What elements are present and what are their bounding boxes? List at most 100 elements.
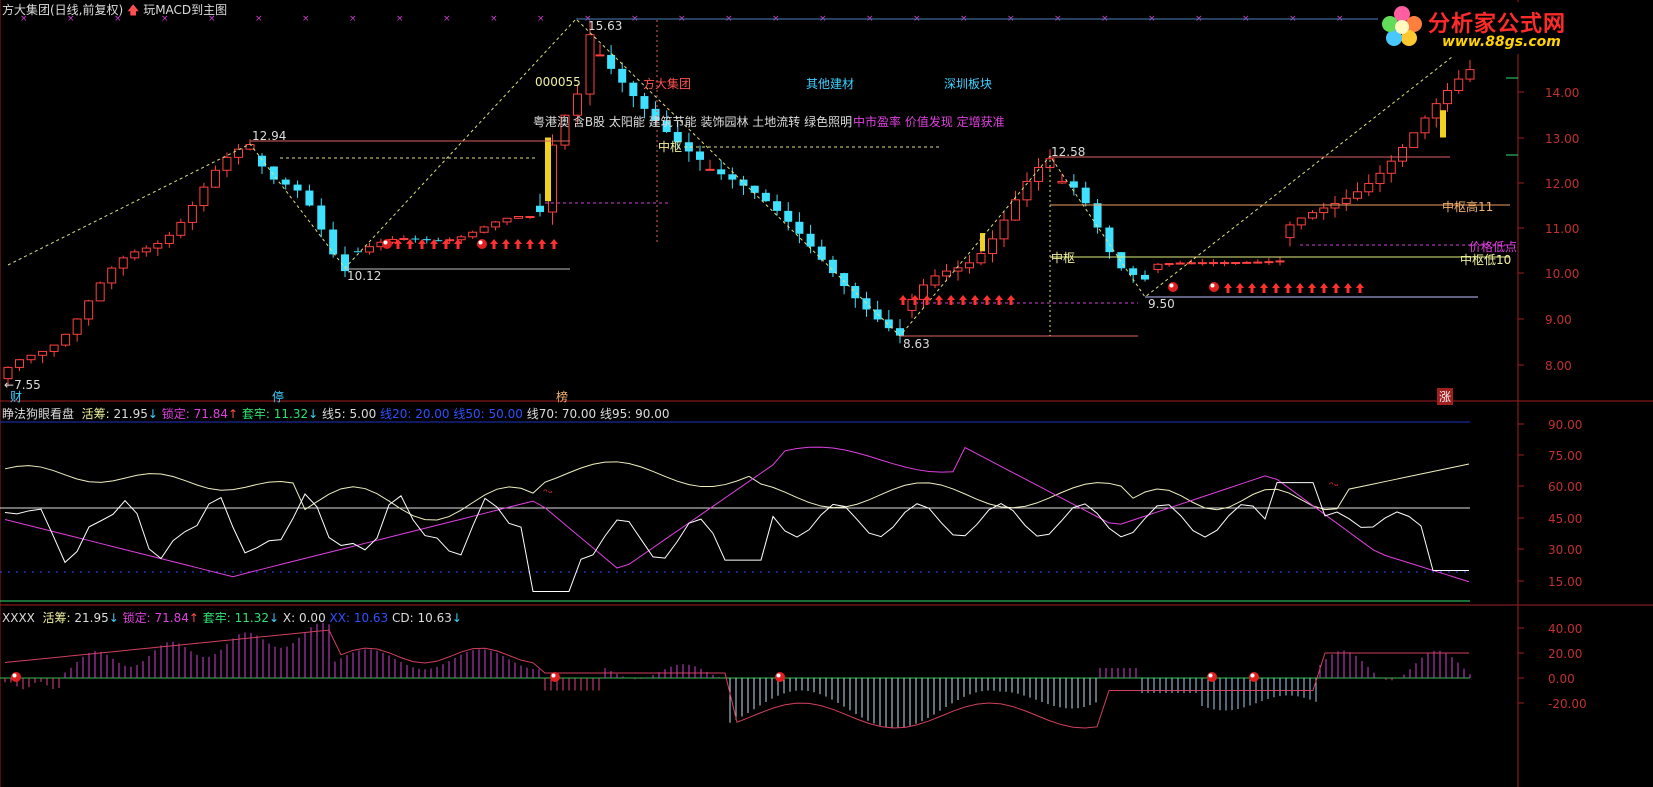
marker: ×	[161, 14, 169, 24]
candle-up	[1175, 262, 1185, 265]
candle-up	[1341, 197, 1351, 204]
line5-value: 线5: 5.00	[322, 407, 377, 421]
tao-label: 套牢:	[241, 407, 270, 421]
industry-label: 其他建材	[806, 77, 855, 91]
axis-label: 10.00	[1545, 267, 1580, 281]
candle-up	[965, 262, 974, 269]
ball-icon	[775, 672, 785, 682]
candle-up	[176, 221, 186, 236]
line20-value: 线20: 20.00	[380, 407, 450, 421]
marker: ×	[208, 14, 216, 24]
concept-tags-2: 中市盈率 价值发现 定增获准	[853, 115, 1005, 129]
arrow-up-icon	[959, 295, 967, 305]
marker: ×	[443, 14, 451, 24]
candle-up	[61, 333, 71, 346]
marker: ×	[20, 14, 28, 24]
arrow-up-icon	[1007, 295, 1015, 305]
candle-up	[1285, 224, 1295, 239]
arrow-up-icon	[1284, 283, 1292, 293]
candle-up	[942, 270, 951, 277]
logo-url: www.88gs.com	[1442, 34, 1561, 50]
candle-down	[673, 132, 682, 143]
event-mark-1[interactable]: 财	[10, 390, 23, 404]
price-low-label: 价格低点	[1469, 240, 1518, 254]
candle-up	[705, 168, 715, 171]
candle-up	[210, 169, 220, 188]
candle-up	[72, 318, 82, 335]
event-mark-3[interactable]: 榜	[556, 390, 569, 404]
candle-down	[840, 273, 849, 287]
price-label-950: 9.50	[1148, 297, 1175, 311]
candle-up	[1409, 132, 1419, 148]
ball-highlight	[478, 240, 483, 245]
arrow-up-icon	[454, 239, 462, 249]
candle-down	[618, 68, 627, 83]
candle-up	[1242, 261, 1252, 264]
candle-up	[84, 300, 94, 320]
axis-label: 30.00	[1548, 543, 1583, 557]
candle-down	[784, 210, 793, 222]
candle-up	[1264, 261, 1274, 264]
candle-up	[456, 236, 466, 241]
candle-down	[607, 54, 616, 69]
candle-down	[411, 238, 420, 240]
ball-highlight	[1250, 673, 1255, 678]
event-mark-4[interactable]: 涨	[1437, 388, 1454, 405]
arrow-up-icon: ↑	[228, 407, 239, 421]
marker: ×	[302, 14, 310, 24]
axis-label: 90.00	[1548, 418, 1583, 432]
arrow-up-icon	[1272, 283, 1280, 293]
candle-up	[999, 219, 1009, 240]
d-line	[4, 446, 1470, 583]
ball-icon	[1207, 672, 1217, 682]
macd-link[interactable]: 玩MACD到主图	[143, 3, 228, 17]
candle-up	[245, 144, 255, 150]
arrow-down-icon: ↓	[108, 611, 119, 625]
axis-label: 45.00	[1548, 512, 1583, 526]
price-label-863: 8.63	[903, 337, 930, 351]
candle-down	[851, 286, 860, 299]
candle-down	[651, 108, 660, 121]
tao-label: 套牢:	[202, 611, 231, 625]
candle-up	[479, 226, 489, 233]
indicator-name[interactable]: 睁法狗眼看盘	[2, 407, 75, 421]
huo-label: 活筹:	[42, 611, 71, 625]
candle-up	[976, 253, 986, 264]
candle-up	[560, 114, 570, 146]
zone-label-2: 中枢	[1051, 251, 1076, 265]
arrow-up-icon	[502, 239, 510, 249]
candle-down	[269, 166, 278, 180]
candle-up	[3, 366, 13, 380]
ball-highlight	[1169, 283, 1174, 288]
candle-up	[1057, 180, 1067, 184]
candle-up	[1164, 263, 1174, 266]
cd-value: CD: 10.63	[392, 611, 452, 625]
candle-up	[1465, 69, 1475, 80]
candle-down	[1069, 181, 1078, 188]
stock-name: 方大集团	[643, 77, 692, 91]
ball-icon	[382, 239, 392, 249]
axis-label: 75.00	[1548, 449, 1583, 463]
event-mark-2[interactable]: 停	[272, 390, 285, 404]
indicator-name[interactable]: XXXX	[2, 611, 35, 625]
candle-up	[1275, 260, 1285, 263]
candle-up	[199, 186, 209, 207]
candle-up	[502, 217, 512, 223]
arrow-up-icon	[1332, 283, 1340, 293]
candle-up	[1386, 160, 1396, 174]
marker: ×	[537, 14, 545, 24]
arrow-up-icon	[406, 239, 414, 249]
ball-icon	[11, 672, 21, 682]
arrow-up-icon	[418, 239, 426, 249]
candle-up	[1431, 103, 1441, 119]
candle-up	[1319, 207, 1329, 214]
tao-value: 11.32	[273, 407, 309, 421]
candle-up	[953, 267, 963, 272]
arrow-up-icon	[995, 295, 1003, 305]
candle-highlight	[545, 137, 551, 202]
arrow-up-icon	[1344, 283, 1352, 293]
arrow-up-icon: ↑	[188, 611, 199, 625]
candle-down	[750, 185, 759, 193]
suo-label: 锁定:	[122, 611, 151, 625]
